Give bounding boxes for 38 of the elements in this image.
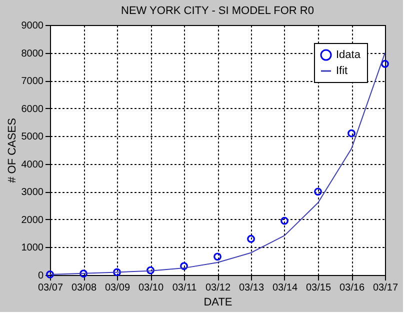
y-tick-label: 5000 [21, 132, 44, 143]
y-tick-label: 2000 [21, 214, 44, 226]
y-axis-title: # OF CASES [6, 118, 18, 183]
x-axis-title: DATE [204, 296, 232, 308]
point [247, 234, 255, 243]
x-tick-label: 03/16 [339, 282, 365, 294]
point [146, 266, 154, 274]
x-tick-label: 03/13 [238, 282, 264, 294]
point [214, 252, 222, 261]
point [348, 129, 356, 138]
chart-title: NEW YORK CITY - SI MODEL FOR R0 [121, 5, 314, 17]
y-tick-label: 6000 [21, 104, 44, 115]
line-series [50, 52, 386, 275]
point [113, 268, 121, 276]
point [314, 188, 322, 196]
x-tick-label: 03/07 [38, 282, 64, 294]
x-tick-label: 03/11 [172, 282, 198, 294]
y-tick-label: 3000 [21, 187, 44, 198]
x-tick-label: 03/14 [272, 282, 298, 294]
x-tick-label: 03/08 [71, 282, 97, 294]
point [381, 60, 389, 68]
y-tick-label: 8000 [21, 48, 44, 60]
x-tick-label: 03/12 [205, 282, 231, 294]
y-tick-label: 7000 [21, 76, 44, 88]
y-tick-label: 0 [38, 270, 44, 282]
legend-label: Ifit [336, 65, 348, 77]
y-tick-label: 1000 [21, 242, 44, 254]
point [180, 262, 188, 270]
y-tick-label: 9000 [21, 20, 44, 32]
y-tick-label: 4000 [21, 159, 44, 170]
x-tick-label: 03/17 [372, 282, 398, 294]
x-tick-label: 03/09 [104, 282, 130, 294]
point [280, 216, 288, 225]
point [80, 270, 88, 278]
legend-label: Idata [336, 49, 362, 61]
x-tick-label: 03/10 [138, 282, 164, 294]
point [46, 270, 54, 278]
x-tick-label: 03/15 [306, 282, 332, 294]
